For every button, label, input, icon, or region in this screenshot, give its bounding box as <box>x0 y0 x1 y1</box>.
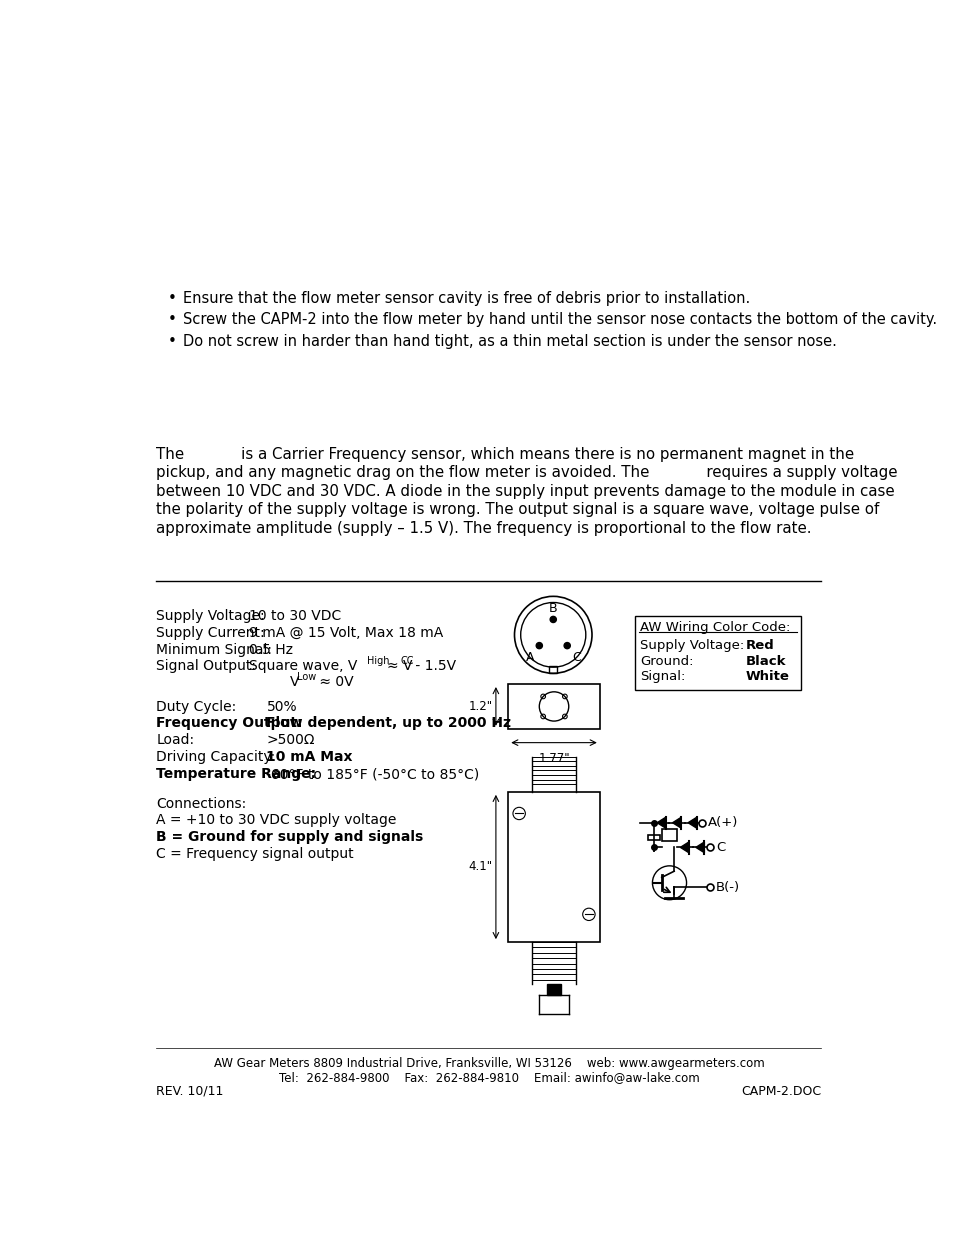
Text: REV. 10/11: REV. 10/11 <box>156 1084 224 1098</box>
Text: 1.77": 1.77" <box>537 752 569 764</box>
Text: Supply Voltage:: Supply Voltage: <box>156 609 265 622</box>
Bar <box>549 666 557 673</box>
Text: AW Wiring Color Code:: AW Wiring Color Code: <box>639 621 790 634</box>
Polygon shape <box>687 818 696 829</box>
Text: B: B <box>548 603 557 615</box>
Text: 10 to 30 VDC: 10 to 30 VDC <box>249 609 341 622</box>
Text: A(+): A(+) <box>707 816 738 829</box>
Text: Signal Output:: Signal Output: <box>156 659 256 673</box>
Text: pickup, and any magnetic drag on the flow meter is avoided. The            requi: pickup, and any magnetic drag on the flo… <box>156 466 897 480</box>
Text: 0.5 Hz: 0.5 Hz <box>249 642 294 657</box>
Text: AW Gear Meters 8809 Industrial Drive, Franksville, WI 53126    web: www.awgearme: AW Gear Meters 8809 Industrial Drive, Fr… <box>213 1057 763 1070</box>
Text: Ensure that the flow meter sensor cavity is free of debris prior to installation: Ensure that the flow meter sensor cavity… <box>183 290 749 305</box>
Text: A: A <box>525 651 534 664</box>
Text: Frequency Output:: Frequency Output: <box>156 716 303 730</box>
Circle shape <box>563 642 570 648</box>
Text: Red: Red <box>744 640 774 652</box>
Text: >500Ω: >500Ω <box>266 734 314 747</box>
Text: Do not screw in harder than hand tight, as a thin metal section is under the sen: Do not screw in harder than hand tight, … <box>183 333 836 348</box>
Circle shape <box>550 616 556 622</box>
Text: - 1.5V: - 1.5V <box>410 659 456 673</box>
Text: approximate amplitude (supply – 1.5 V). The frequency is proportional to the flo: approximate amplitude (supply – 1.5 V). … <box>156 521 811 536</box>
Text: Driving Capacity:: Driving Capacity: <box>156 751 275 764</box>
Text: B(-): B(-) <box>716 881 740 894</box>
Text: Ground:: Ground: <box>639 655 693 668</box>
Text: A = +10 to 30 VDC supply voltage: A = +10 to 30 VDC supply voltage <box>156 814 396 827</box>
Text: 10 mA Max: 10 mA Max <box>266 751 353 764</box>
Text: Temperature Range:: Temperature Range: <box>156 767 316 782</box>
Polygon shape <box>672 818 680 829</box>
Text: CAPM-2.DOC: CAPM-2.DOC <box>740 1084 821 1098</box>
Text: •: • <box>167 290 176 305</box>
Circle shape <box>536 642 542 648</box>
Text: Tel:  262-884-9800    Fax:  262-884-9810    Email: awinfo@aw-lake.com: Tel: 262-884-9800 Fax: 262-884-9810 Emai… <box>278 1071 699 1083</box>
Text: 9 mA @ 15 Volt, Max 18 mA: 9 mA @ 15 Volt, Max 18 mA <box>249 626 443 640</box>
Text: •: • <box>167 312 176 327</box>
Text: Screw the CAPM-2 into the flow meter by hand until the sensor nose contacts the : Screw the CAPM-2 into the flow meter by … <box>183 312 936 327</box>
Text: Minimum Signal:: Minimum Signal: <box>156 642 273 657</box>
Text: 1.2": 1.2" <box>468 700 493 713</box>
Text: Square wave, V: Square wave, V <box>249 659 357 673</box>
Text: -60°F to 185°F (-50°C to 85°C): -60°F to 185°F (-50°C to 85°C) <box>266 767 479 782</box>
Polygon shape <box>695 842 703 852</box>
Text: C = Frequency signal output: C = Frequency signal output <box>156 847 354 861</box>
Text: Supply Voltage:: Supply Voltage: <box>639 640 743 652</box>
Text: 50%: 50% <box>266 699 296 714</box>
Text: ≈ 0V: ≈ 0V <box>314 674 353 689</box>
Bar <box>546 984 560 995</box>
Text: Connections:: Connections: <box>156 797 247 810</box>
Text: C: C <box>572 651 580 664</box>
Text: Low: Low <box>297 672 316 682</box>
Bar <box>508 684 599 729</box>
Text: CC: CC <box>400 656 414 667</box>
Text: between 10 VDC and 30 VDC. A diode in the supply input prevents damage to the mo: between 10 VDC and 30 VDC. A diode in th… <box>156 484 894 499</box>
Text: B = Ground for supply and signals: B = Ground for supply and signals <box>156 830 423 845</box>
Bar <box>508 792 599 942</box>
Bar <box>647 835 659 840</box>
Bar <box>661 829 677 841</box>
Text: V: V <box>290 674 299 689</box>
Text: •: • <box>167 333 176 348</box>
Polygon shape <box>679 842 688 852</box>
Text: Flow dependent, up to 2000 Hz: Flow dependent, up to 2000 Hz <box>266 716 511 730</box>
Text: 4.1": 4.1" <box>468 860 493 873</box>
Text: High: High <box>367 656 390 667</box>
Text: White: White <box>744 671 788 683</box>
Bar <box>635 616 801 689</box>
Text: Black: Black <box>744 655 785 668</box>
Text: Duty Cycle:: Duty Cycle: <box>156 699 236 714</box>
Text: Load:: Load: <box>156 734 194 747</box>
Text: Supply Current:: Supply Current: <box>156 626 265 640</box>
Text: The            is a Carrier Frequency sensor, which means there is no permanent : The is a Carrier Frequency sensor, which… <box>156 447 854 462</box>
Polygon shape <box>657 818 665 829</box>
Text: C: C <box>716 841 724 853</box>
Text: ≈ V: ≈ V <box>387 659 413 673</box>
Text: Signal:: Signal: <box>639 671 684 683</box>
Text: the polarity of the supply voltage is wrong. The output signal is a square wave,: the polarity of the supply voltage is wr… <box>156 503 879 517</box>
